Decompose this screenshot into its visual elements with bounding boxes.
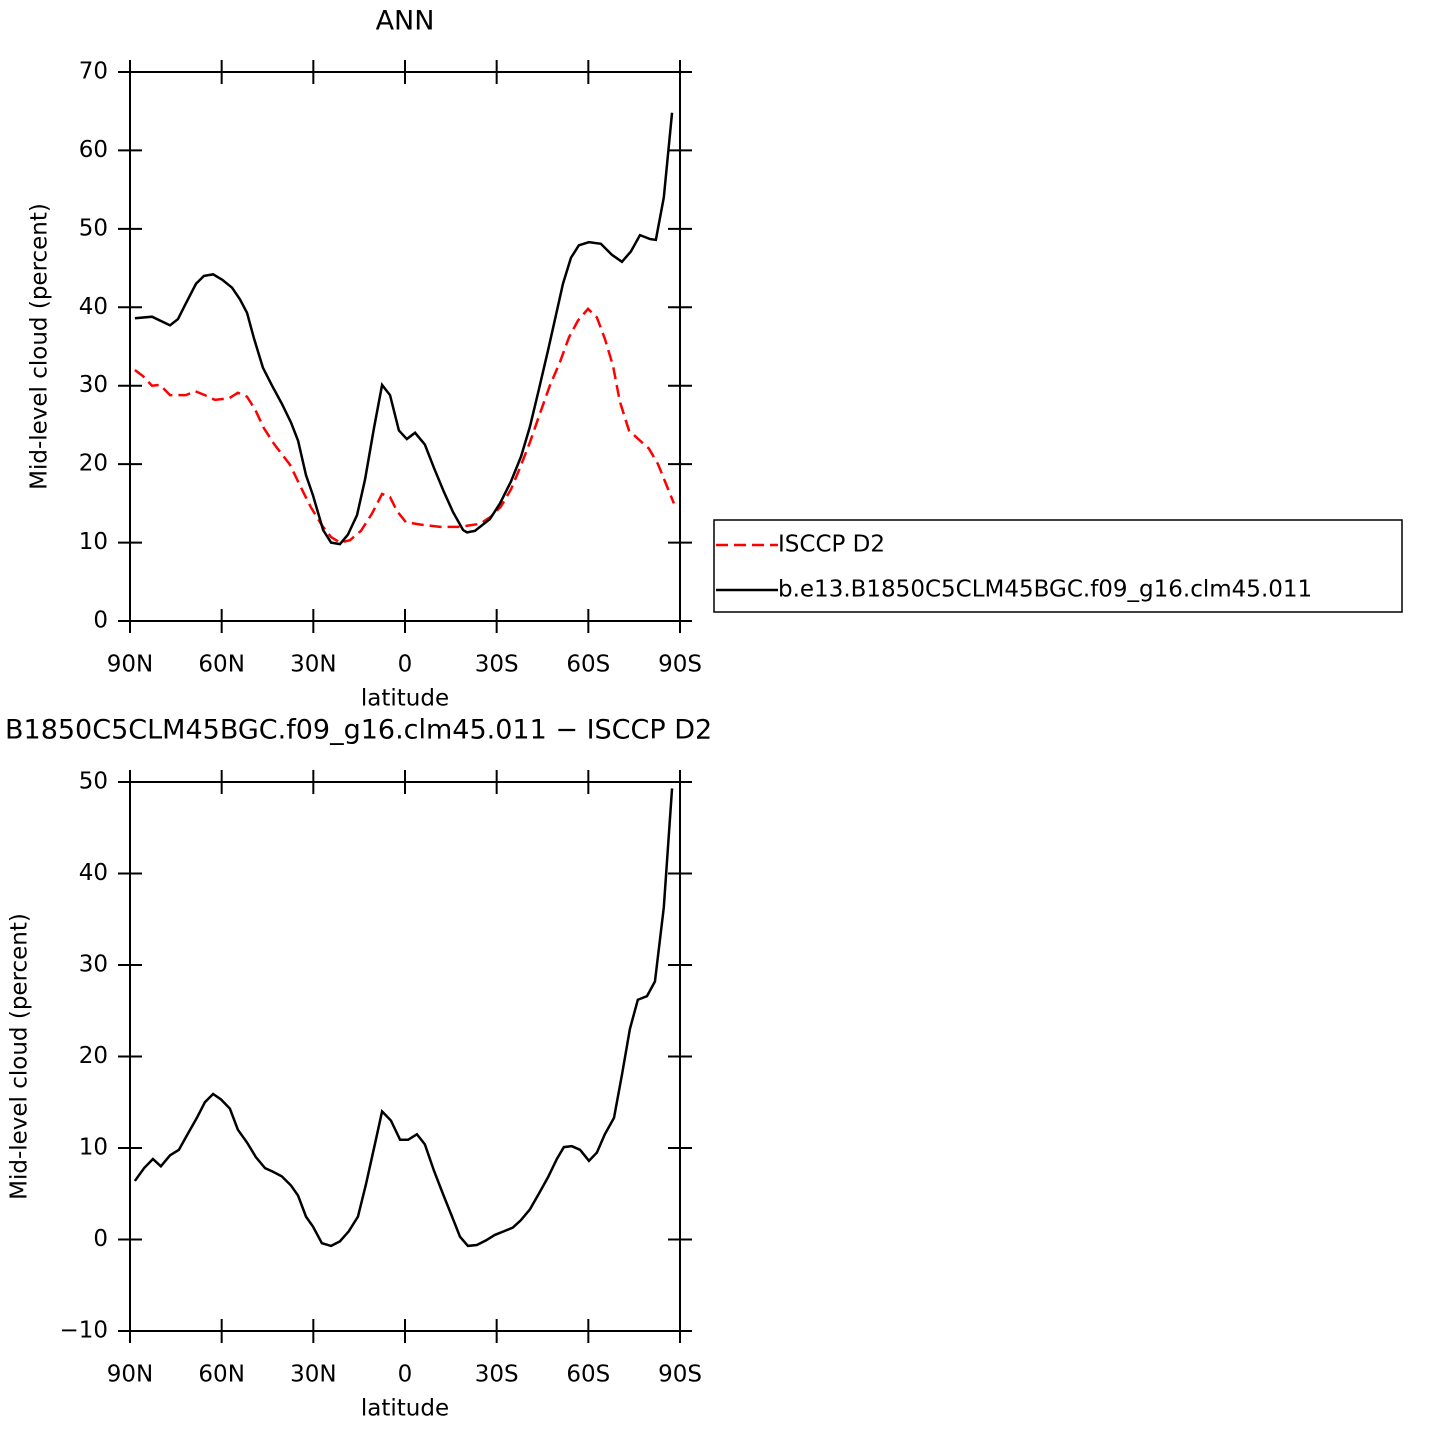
x-tick-label: 30N	[290, 652, 336, 678]
x-tick-label: 90N	[107, 652, 153, 678]
legend-label: b.e13.B1850C5CLM45BGC.f09_g16.clm45.011	[778, 577, 1312, 603]
y-tick-label: 50	[79, 215, 108, 241]
plot-frame	[129, 71, 681, 622]
x-tick-label: 0	[398, 652, 413, 678]
y-tick-label: 0	[93, 1226, 108, 1252]
y-tick-label: 40	[79, 294, 108, 320]
y-tick-label: 30	[79, 952, 108, 978]
data-line	[133, 788, 674, 1248]
y-tick-label: 10	[79, 529, 108, 555]
x-axis-label: latitude	[361, 686, 449, 712]
x-tick-label: 60N	[198, 652, 244, 678]
y-tick-label: 70	[79, 59, 108, 85]
x-tick-label: 90N	[107, 1362, 153, 1388]
chart-title: ANN	[376, 6, 435, 37]
y-tick-label: −10	[59, 1318, 108, 1344]
x-tick-label: 0	[398, 1362, 413, 1388]
x-tick-label: 30S	[475, 652, 519, 678]
y-tick-label: 50	[79, 769, 108, 795]
chart-title: B1850C5CLM45BGC.f09_g16.clm45.011 − ISCC…	[5, 715, 712, 746]
y-tick-label: 30	[79, 372, 108, 398]
x-axis-label: latitude	[361, 1396, 449, 1422]
data-line	[134, 112, 674, 546]
y-tick-label: 20	[79, 451, 108, 477]
x-tick-label: 90S	[658, 1362, 702, 1388]
y-tick-label: 40	[79, 860, 108, 886]
y-tick-label: 0	[93, 608, 108, 634]
y-tick-label: 20	[79, 1043, 108, 1069]
y-axis-label: Mid-level cloud (percent)	[27, 203, 53, 490]
plot-frame	[129, 781, 681, 1332]
legend-label: ISCCP D2	[778, 532, 885, 558]
data-line	[134, 307, 676, 544]
x-tick-label: 30N	[290, 1362, 336, 1388]
y-axis-label: Mid-level cloud (percent)	[7, 913, 33, 1200]
legend-box	[713, 519, 1403, 613]
y-tick-label: 10	[79, 1135, 108, 1161]
x-tick-label: 60S	[566, 652, 610, 678]
x-tick-label: 30S	[475, 1362, 519, 1388]
x-tick-label: 90S	[658, 652, 702, 678]
x-tick-label: 60N	[198, 1362, 244, 1388]
y-tick-label: 60	[79, 137, 108, 163]
x-tick-label: 60S	[566, 1362, 610, 1388]
